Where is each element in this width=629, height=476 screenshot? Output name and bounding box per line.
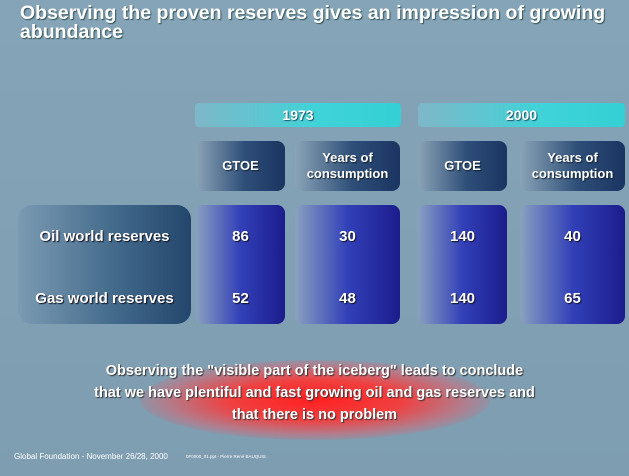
cell-value: 52 (232, 289, 249, 307)
cell-value: 48 (339, 289, 356, 307)
footer-file: 0F0000_01.ppt - Pierre René BAUQUIS (186, 454, 266, 459)
cell-value: 65 (564, 289, 581, 307)
row-label: Gas world reserves (35, 289, 174, 307)
row-label-box (18, 205, 191, 324)
column-header: Years of consumption (295, 141, 400, 191)
cell-value: 30 (339, 227, 356, 245)
column-header: Years of consumption (520, 141, 625, 191)
column-header: GTOE (196, 141, 285, 191)
cell-value: 140 (449, 289, 476, 307)
note-line: Observing the "visible part of the icebe… (105, 363, 524, 379)
slide-title: Observing the proven reserves gives an i… (20, 2, 606, 43)
group-header: 2000 (418, 103, 625, 127)
highlight-glow (140, 360, 490, 440)
note-line: that we have plentiful and fast growing … (94, 385, 535, 401)
value-column (520, 205, 625, 324)
cell-value: 40 (564, 227, 581, 245)
value-column (295, 205, 400, 324)
cell-value: 140 (449, 227, 476, 245)
row-label: Oil world reserves (39, 227, 170, 245)
cell-value: 86 (232, 227, 249, 245)
value-column (418, 205, 507, 324)
value-column (196, 205, 285, 324)
column-header: GTOE (418, 141, 507, 191)
group-header: 1973 (195, 103, 401, 127)
footer: Global Foundation - November 26/28, 2000 (14, 452, 168, 461)
note-line: that there is no problem (231, 407, 398, 423)
